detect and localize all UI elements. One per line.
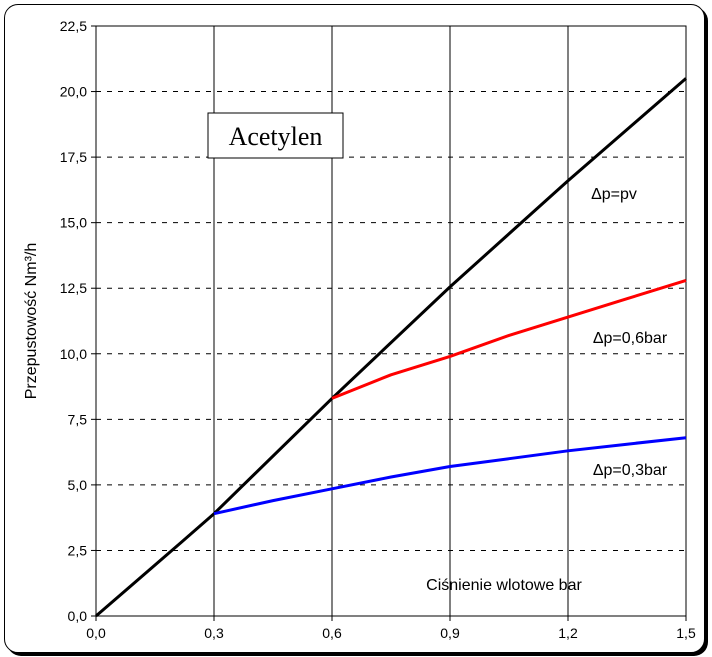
series-line-pv bbox=[95, 77, 687, 618]
x-tick-label: 0,9 bbox=[440, 625, 460, 641]
y-tick-label: 5,0 bbox=[68, 477, 88, 493]
plot-area-border bbox=[95, 25, 687, 617]
series-line-0-3bar bbox=[213, 436, 687, 516]
y-axis-title: Przepustowość Nm³/h bbox=[23, 243, 40, 400]
y-tick-label: 17,5 bbox=[60, 149, 87, 165]
x-tick-label: 1,5 bbox=[676, 625, 696, 641]
series-label-pv: Δp=pv bbox=[591, 186, 637, 203]
title-box bbox=[207, 112, 344, 159]
x-axis-title: Ciśnienie wlotowe bar bbox=[426, 577, 582, 594]
y-tick-label: 2,5 bbox=[68, 542, 88, 558]
x-tick-label: 0,0 bbox=[86, 625, 106, 641]
y-tick-label: 10,0 bbox=[60, 346, 87, 362]
y-tick-label: 7,5 bbox=[68, 411, 88, 427]
series-line-0-6bar bbox=[331, 278, 687, 400]
y-tick-label: 15,0 bbox=[60, 215, 87, 231]
x-tick-label: 0,6 bbox=[322, 625, 342, 641]
x-tick-label: 1,2 bbox=[558, 625, 578, 641]
series-label-0-3bar: Δp=0,3bar bbox=[593, 462, 668, 479]
chart-title: Acetylen bbox=[229, 122, 323, 151]
series-group bbox=[95, 77, 687, 618]
y-tick-label: 0,0 bbox=[68, 608, 88, 624]
chart-frame bbox=[4, 4, 705, 653]
axes: 0,0 2,5 5,0 7,5 10,0 12,5 15,0 17,5 20,0 22,5 0,0 0… bbox=[60, 18, 696, 641]
x-tick-label: 0,3 bbox=[204, 625, 224, 641]
series-label-0-6bar: Δp=0,6bar bbox=[593, 330, 668, 347]
y-tick-label: 12,5 bbox=[60, 280, 87, 296]
y-tick-label: 20,0 bbox=[60, 84, 87, 100]
labels: Δp=pv Δp=0,6bar Δp=0,3bar Acetylen Ciśnienie… bbox=[23, 112, 668, 594]
grid bbox=[96, 25, 687, 616]
y-tick-label: 22,5 bbox=[60, 18, 87, 34]
